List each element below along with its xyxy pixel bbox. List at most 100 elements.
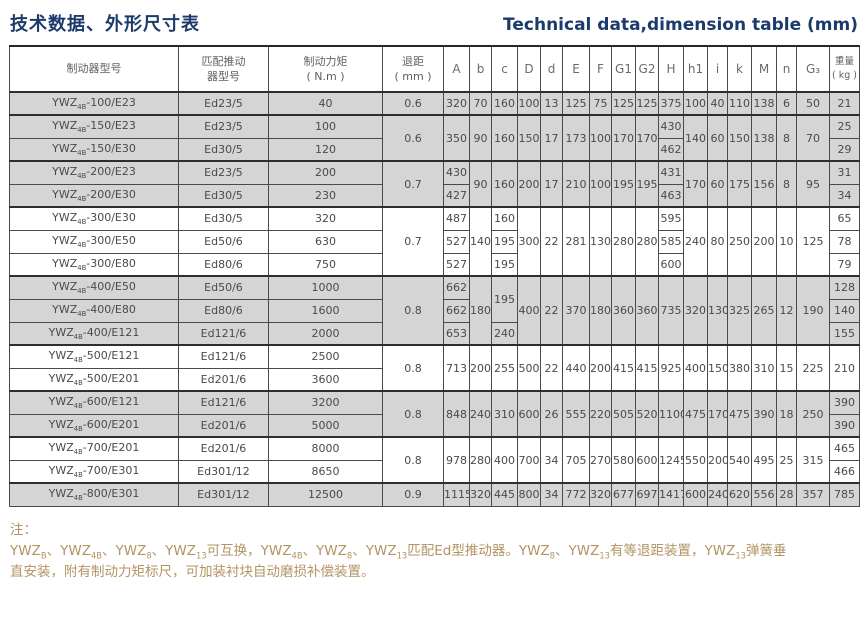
- cell-g3: 190: [796, 275, 830, 346]
- cell-m: 138: [751, 114, 777, 162]
- cell-d: 22: [540, 344, 563, 392]
- cell-g3: 225: [796, 344, 830, 392]
- cell-model: YWZ4B-600/E201: [9, 413, 179, 438]
- cell-d: 34: [540, 482, 563, 507]
- cell-torque: 320: [268, 206, 383, 231]
- cell-wt: 785: [829, 482, 860, 507]
- header-model: 制动器型号: [9, 45, 179, 93]
- cell-b: 200: [469, 344, 492, 392]
- cell-a: 662: [443, 298, 470, 323]
- cell-h: 462: [658, 137, 684, 162]
- cell-c: 445: [491, 482, 518, 507]
- header-weight: 重量 ( kg ): [829, 45, 860, 93]
- header-dim-14: n: [776, 45, 797, 93]
- header-thruster: 匹配推动 器型号: [178, 45, 269, 93]
- cell-g2: 280: [635, 206, 659, 277]
- cell-torque: 2000: [268, 321, 383, 346]
- cell-c: 195: [491, 275, 518, 323]
- cell-model: YWZ4B-150/E23: [9, 114, 179, 139]
- header-dim-5: E: [562, 45, 590, 93]
- header-dim-0: A: [443, 45, 470, 93]
- cell-a: 527: [443, 229, 470, 254]
- cell-thruster: Ed201/6: [178, 367, 269, 392]
- cell-f: 320: [589, 482, 612, 507]
- cell-model: YWZ4B-200/E30: [9, 183, 179, 208]
- cell-d: 17: [540, 114, 563, 162]
- cell-thruster: Ed80/6: [178, 252, 269, 277]
- cell-g1: 360: [611, 275, 636, 346]
- cell-h: 430: [658, 114, 684, 139]
- cell-gap: 0.8: [382, 275, 444, 346]
- cell-torque: 40: [268, 91, 383, 116]
- notes-line-1: YWZB、YWZ4B、YWZ8、YWZ13可互换，YWZ4B、YWZ8、YWZ1…: [10, 542, 787, 561]
- cell-e: 370: [562, 275, 590, 346]
- cell-d: 26: [540, 390, 563, 438]
- table-row: YWZ4B-600/E201 Ed201/6 5000 390: [9, 413, 860, 438]
- cell-a: 653: [443, 321, 470, 346]
- cell-thruster: Ed30/5: [178, 206, 269, 231]
- cell-k: 475: [727, 390, 752, 438]
- cell-f: 100: [589, 160, 612, 208]
- header-dim-3: D: [517, 45, 541, 93]
- titlebar: 技术数据、外形尺寸表 Technical data,dimension tabl…: [0, 0, 868, 45]
- header-dim-1: b: [469, 45, 492, 93]
- table-row: YWZ4B-400/E121 Ed121/6 2000 653 240 155: [9, 321, 860, 346]
- cell-a: 713: [443, 344, 470, 392]
- cell-h: 463: [658, 183, 684, 208]
- cell-model: YWZ4B-400/E80: [9, 298, 179, 323]
- cell-b: 70: [469, 91, 492, 116]
- cell-g2: 125: [635, 91, 659, 116]
- cell-d: 34: [540, 436, 563, 484]
- header-dim-4: d: [540, 45, 563, 93]
- cell-c: 160: [491, 91, 518, 116]
- cell-g2: 600: [635, 436, 659, 484]
- cell-d: 17: [540, 160, 563, 208]
- cell-k: 175: [727, 160, 752, 208]
- cell-m: 495: [751, 436, 777, 484]
- cell-a: 320: [443, 91, 470, 116]
- cell-model: YWZ4B-700/E301: [9, 459, 179, 484]
- cell-model: YWZ4B-600/E121: [9, 390, 179, 415]
- cell-thruster: Ed23/5: [178, 160, 269, 185]
- cell-g2: 697: [635, 482, 659, 507]
- cell-torque: 5000: [268, 413, 383, 438]
- cell-model: YWZ4B-300/E50: [9, 229, 179, 254]
- cell-wt: 128: [829, 275, 860, 300]
- cell-g2: 170: [635, 114, 659, 162]
- cell-h: 1417: [658, 482, 684, 507]
- header-dim-6: F: [589, 45, 612, 93]
- table-row: YWZ4B-700/E201 Ed201/6 8000 0.8 978 280 400 700…: [9, 436, 860, 484]
- cell-wt: 25: [829, 114, 860, 139]
- cell-k: 540: [727, 436, 752, 484]
- cell-c: 160: [491, 206, 518, 231]
- cell-n: 8: [776, 114, 797, 162]
- cell-c: 195: [491, 229, 518, 254]
- cell-i: 200: [707, 436, 728, 484]
- cell-h: 600: [658, 252, 684, 277]
- cell-wt: 31: [829, 160, 860, 185]
- cell-gap: 0.7: [382, 206, 444, 277]
- header-dim-10: h1: [683, 45, 708, 93]
- cell-gap: 0.7: [382, 160, 444, 208]
- cell-k: 250: [727, 206, 752, 277]
- cell-thruster: Ed201/6: [178, 436, 269, 461]
- cell-wt: 465: [829, 436, 860, 461]
- cell-g3: 315: [796, 436, 830, 484]
- cell-d: 300: [517, 206, 541, 277]
- cell-gap: 0.6: [382, 114, 444, 162]
- cell-g1: 415: [611, 344, 636, 392]
- cell-torque: 8000: [268, 436, 383, 461]
- table-row: YWZ4B-500/E121 Ed121/6 2500 0.8 713 200 255 500…: [9, 344, 860, 392]
- cell-d: 22: [540, 275, 563, 346]
- cell-c: 255: [491, 344, 518, 392]
- cell-i: 40: [707, 91, 728, 116]
- table-row: YWZ4B-150/E23 Ed23/5 100 0.6 350 90 160 150 17 17…: [9, 114, 860, 162]
- cell-torque: 1000: [268, 275, 383, 300]
- cell-h: 585: [658, 229, 684, 254]
- cell-model: YWZ4B-800/E301: [9, 482, 179, 507]
- cell-torque: 750: [268, 252, 383, 277]
- cell-c: 310: [491, 390, 518, 438]
- page-title-zh: 技术数据、外形尺寸表: [10, 14, 200, 35]
